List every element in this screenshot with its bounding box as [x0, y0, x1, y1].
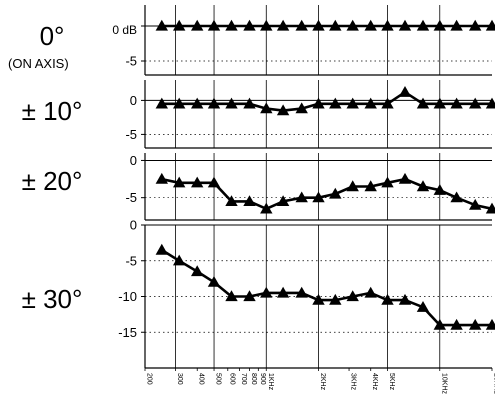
panel-1-ytick-label-0: 0 [130, 93, 137, 108]
panel-0: -5 0° (ON AXIS) 0 dB [8, 5, 495, 75]
panel-2-point-0 [156, 173, 168, 184]
panel-2: 0 -5 ± 20° [22, 153, 495, 220]
x-tick-label-13: 10KHz [440, 373, 447, 395]
panel-3-ytick-label-3: -15 [118, 325, 137, 340]
x-tick-label-7: 900 [259, 373, 266, 385]
x-tick-label-10: 3KHz [350, 373, 357, 391]
panel-1-ytick-label-1: -5 [125, 127, 137, 142]
panel-3-ytick-label-1: -5 [125, 253, 137, 268]
x-tick-label-1: 300 [176, 373, 183, 385]
x-tick-label-4: 600 [228, 373, 235, 385]
x-tick-label-11: 4KHz [371, 373, 378, 391]
x-tick-label-9: 2KHz [319, 373, 326, 391]
panel-0-angle-sublabel: (ON AXIS) [8, 56, 69, 71]
panel-0-angle-label: 0° [40, 21, 65, 51]
x-tick-label-3: 500 [215, 373, 222, 385]
panel-3-angle-label: ± 30° [22, 284, 83, 314]
panel-2-point-14 [399, 173, 411, 184]
panel-3-point-2 [191, 265, 203, 276]
panel-3-ytick-label-2: -10 [118, 289, 137, 304]
panel-0-ytick-label-1: -5 [125, 54, 137, 69]
x-tick-label-2: 400 [198, 373, 205, 385]
panel-2-angle-label: ± 20° [22, 166, 83, 196]
panel-1-point-14 [399, 86, 411, 97]
x-tick-label-6: 800 [250, 373, 257, 385]
x-tick-label-5: 700 [240, 373, 247, 385]
panel-2-ytick-label-0: 0 [130, 153, 137, 168]
panel-3-point-1 [173, 255, 185, 266]
x-tick-label-0: 200 [146, 373, 153, 385]
panel-3-point-0 [156, 244, 168, 255]
panel-3-point-3 [208, 276, 220, 287]
panel-3-point-12 [365, 287, 377, 298]
panel-3-ytick-label-0: 0 [130, 218, 137, 233]
x-tick-label-8: 1KHz [267, 373, 274, 391]
panel-2-ytick-label-1: -5 [125, 190, 137, 205]
x-tick-label-12: 5KHz [388, 373, 395, 391]
panel-3-series-line [162, 250, 492, 325]
panel-1-angle-label: ± 10° [22, 96, 83, 126]
panel-3: 0 -5 -10 -15 ± 30° [22, 218, 495, 369]
panel-1: 0 -5 ± 10° [22, 80, 495, 148]
panel-0-unit-label: 0 dB [112, 23, 137, 37]
